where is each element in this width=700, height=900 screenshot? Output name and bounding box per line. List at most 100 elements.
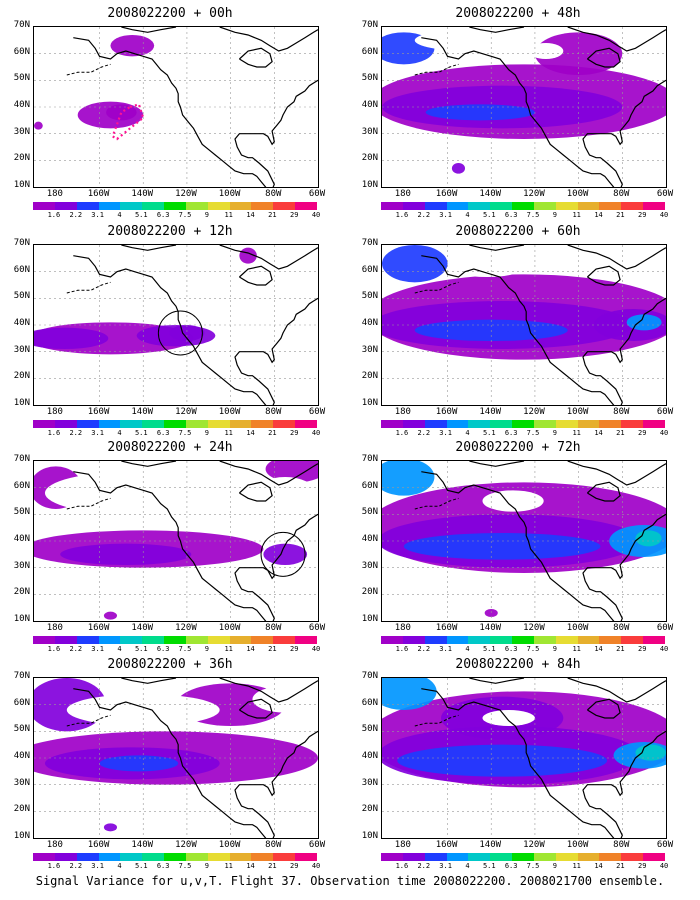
lon-tick-label: 60W [656,840,674,850]
target-circle [260,531,306,577]
lon-tick-label: 160W [435,407,458,417]
colorbar-swatch [555,853,579,861]
colorbar-swatch [76,202,100,210]
lon-tick-label: 120W [175,840,197,850]
lat-tick-label: 70N [361,20,378,30]
lon-tick-label: 80W [265,623,282,633]
colorbar-label: 6.3 [156,211,170,219]
colorbar-swatch [185,636,209,644]
colorbar-swatch [273,853,296,861]
colorbar-swatch [54,202,78,210]
lat-tick-label: 10N [361,398,378,408]
map-panel-60h: 2008022200 + 60h 70N 60N 50N 40N 30N 20N 10N 18… [348,218,693,437]
panel-title: 2008022200 + 84h [455,657,581,672]
coastline [238,47,273,68]
lon-tick-label: 60W [656,189,674,199]
lat-tick-label: 20N [361,587,378,598]
colorbar-swatch [229,202,252,210]
lat-tick-label: 60N [13,480,30,491]
lon-tick-label: 160W [435,840,458,850]
colorbar-swatch [446,636,469,644]
lon-tick-label: 160W [87,189,110,199]
variance-area [382,245,448,283]
colorbar-swatch [599,202,622,210]
coastline [586,481,621,502]
lat-tick-label: 70N [13,454,30,464]
colorbar-label: 4 [117,429,122,437]
colorbar-label: 3.1 [91,429,104,437]
lat-tick-label: 40N [361,534,378,544]
colorbar-swatch [164,853,187,861]
colorbar-label: 4 [465,862,470,870]
lat-tick-label: 40N [361,100,378,110]
colorbar-swatch [120,853,143,861]
colorbar-label: 21 [616,645,625,653]
lon-tick-label: 80W [613,407,630,417]
colorbar-label: 14 [246,862,255,870]
colorbar-swatch [142,420,165,428]
colorbar-label: 21 [268,211,277,219]
colorbar-label: 7.5 [526,429,540,437]
lon-tick-label: 160W [87,407,110,417]
map-area [33,26,319,188]
colorbar-label: 4 [465,429,470,437]
colorbar-label: 1.6 [395,211,409,219]
lat-tick-label: 40N [13,751,30,761]
map-svg [34,27,318,187]
coastline [586,47,621,68]
map-area [381,460,667,622]
no-signal-area [482,710,535,726]
map-area [381,677,667,839]
panel-title: 2008022200 + 00h [107,6,233,21]
colorbar-label: 3.1 [439,429,452,437]
colorbar-swatch [76,420,100,428]
lat-tick-label: 50N [361,507,378,518]
colorbar-label: 7.5 [178,645,192,653]
lat-tick-label: 30N [361,344,378,355]
colorbar-label: 9 [552,862,557,870]
colorbar-label: 6.3 [156,429,170,437]
variance-area [626,314,662,331]
colorbar-swatch [599,853,622,861]
colorbar-label: 11 [572,211,581,219]
colorbar-swatch [33,202,56,210]
colorbar-swatch [512,202,535,210]
colorbar-swatch [273,420,296,428]
colorbar-label: 2.2 [417,862,431,870]
lon-tick-label: 120W [175,189,197,199]
colorbar-label: 9 [552,211,557,219]
colorbar-label: 2.2 [417,211,431,219]
lat-tick-label: 50N [361,73,378,84]
lat-tick-label: 50N [13,724,30,735]
variance-area [263,543,308,565]
coastline [73,37,318,187]
colorbar-label: 29 [638,211,647,219]
colorbar-swatch [577,853,600,861]
no-signal-area [414,29,524,51]
lon-tick-label: 60W [308,407,326,417]
lat-tick-label: 30N [13,126,30,137]
lon-tick-label: 120W [175,623,197,633]
lat-tick-label: 60N [361,264,378,275]
map-panel-48h: 2008022200 + 48h 70N 60N 50N 40N 30N 20N 10N 18… [348,0,693,219]
colorbar-label: 4 [465,645,470,653]
lat-tick-label: 10N [361,614,378,624]
lat-tick-label: 30N [13,560,30,571]
colorbar-label: 11 [224,645,233,653]
lat-tick-label: 70N [361,671,378,681]
colorbar-label: 3.1 [91,645,104,653]
colorbar-swatch [512,420,535,428]
colorbar-label: 1.6 [395,429,409,437]
colorbar-label: 6.3 [504,862,518,870]
lat-tick-label: 40N [13,100,30,110]
coastline [219,27,318,52]
colorbar-label: 1.6 [395,645,409,653]
coastline [219,678,318,703]
colorbar-swatch [76,853,100,861]
colorbar-label: 40 [311,211,321,219]
colorbar-swatch [599,420,622,428]
coastline [121,245,177,251]
lat-tick-label: 50N [13,73,30,84]
variance-area [34,327,109,349]
lat-tick-label: 70N [13,671,30,681]
